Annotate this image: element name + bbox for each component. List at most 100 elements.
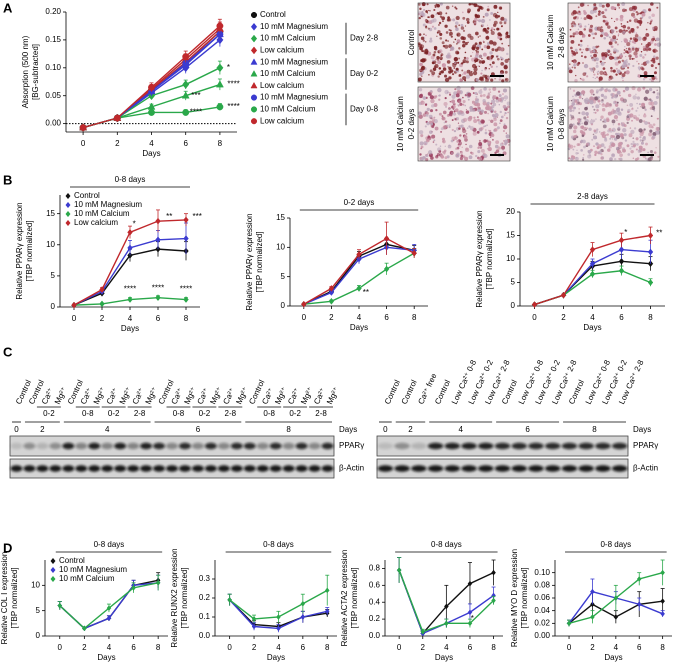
cell: [498, 94, 502, 98]
blot-band: [561, 442, 578, 450]
cell: [461, 73, 464, 76]
y-tick-label: 5: [511, 278, 516, 287]
x-tick-label: 2: [252, 643, 257, 652]
cell: [425, 25, 428, 28]
cell: [472, 3, 476, 6]
cell: [569, 88, 572, 90]
cell: [587, 34, 591, 37]
day-label: 8: [286, 425, 291, 434]
micrograph: [417, 2, 511, 83]
cell: [456, 34, 459, 36]
cell: [634, 34, 639, 38]
y-axis-label: Relative RUNX2 expression: [170, 548, 179, 647]
micrograph-label: 10 mM Calcium: [546, 14, 555, 70]
y-tick-label: 0.00: [534, 631, 550, 640]
cell: [572, 123, 575, 126]
cell: [493, 117, 497, 122]
cell: [494, 144, 499, 149]
blot-band: [10, 465, 23, 472]
cell: [468, 155, 473, 160]
cell: [617, 126, 621, 130]
blot-band: [411, 442, 427, 450]
group-label: 0-8: [263, 409, 275, 418]
y-tick-label: 5: [51, 271, 56, 280]
group-label: 2-8: [134, 409, 146, 418]
cell: [431, 104, 435, 108]
marker: [131, 584, 136, 591]
blot-band: [478, 465, 494, 472]
cell: [465, 147, 470, 152]
cell: [490, 133, 495, 138]
marker: [589, 246, 596, 254]
cell: [582, 34, 586, 38]
cell: [437, 87, 442, 93]
y-tick-label: 0.02: [534, 618, 550, 627]
cell: [610, 93, 614, 97]
cell: [572, 103, 575, 106]
marker: [328, 289, 335, 296]
cell: [589, 100, 594, 105]
cell: [487, 9, 489, 11]
cell: [649, 129, 653, 133]
cell: [421, 49, 424, 53]
cell: [597, 144, 602, 149]
y-tick-label: 0.05: [45, 91, 61, 100]
cell: [579, 25, 583, 28]
y-tick-label: 20: [506, 207, 515, 216]
cell: [472, 92, 475, 94]
cell: [593, 129, 597, 133]
cell: [448, 66, 452, 71]
cell: [623, 133, 627, 137]
cell: [626, 115, 630, 119]
cell: [424, 19, 427, 22]
cell: [592, 133, 595, 136]
annotation: *: [471, 614, 474, 623]
cell: [435, 143, 438, 146]
cell: [623, 51, 626, 55]
cell: [503, 105, 507, 109]
cell: [593, 145, 595, 148]
cell: [631, 57, 634, 60]
cell: [424, 143, 427, 145]
cell: [582, 62, 584, 64]
y-axis-label: [TBP normalized]: [180, 567, 189, 628]
cell: [482, 99, 486, 103]
legend-marker: [50, 557, 56, 565]
marker: [183, 216, 189, 224]
cell: [616, 119, 618, 121]
blot-band: [243, 465, 256, 472]
cell: [575, 91, 581, 96]
blot-band: [528, 442, 544, 450]
cell: [469, 105, 473, 110]
cell: [481, 24, 485, 27]
x-tick-label: 2: [329, 313, 334, 322]
cell: [583, 11, 587, 15]
cell: [620, 40, 623, 43]
blot-band: [411, 465, 427, 472]
cell: [468, 2, 472, 6]
cell: [464, 51, 467, 54]
y-tick-label: 0.06: [534, 593, 550, 602]
micrograph-frame: [567, 86, 661, 162]
cell: [486, 124, 488, 127]
cell: [655, 126, 660, 131]
x-axis-label: Days: [142, 149, 160, 158]
cell: [478, 89, 483, 95]
x-tick-label: 2: [590, 643, 595, 652]
cell: [486, 101, 490, 105]
legend-group-label: Day 2-8: [350, 34, 379, 43]
cell: [605, 134, 607, 136]
blot-band: [140, 465, 153, 472]
cell: [490, 27, 494, 30]
cell: [437, 75, 440, 78]
cell: [429, 10, 431, 12]
cell: [587, 45, 589, 47]
cell: [589, 16, 593, 20]
marker: [660, 610, 665, 617]
cell: [475, 95, 478, 98]
cell: [473, 102, 476, 106]
cell: [447, 52, 451, 56]
cell: [478, 59, 480, 61]
annotation: ****: [227, 80, 239, 89]
cell: [477, 36, 480, 38]
